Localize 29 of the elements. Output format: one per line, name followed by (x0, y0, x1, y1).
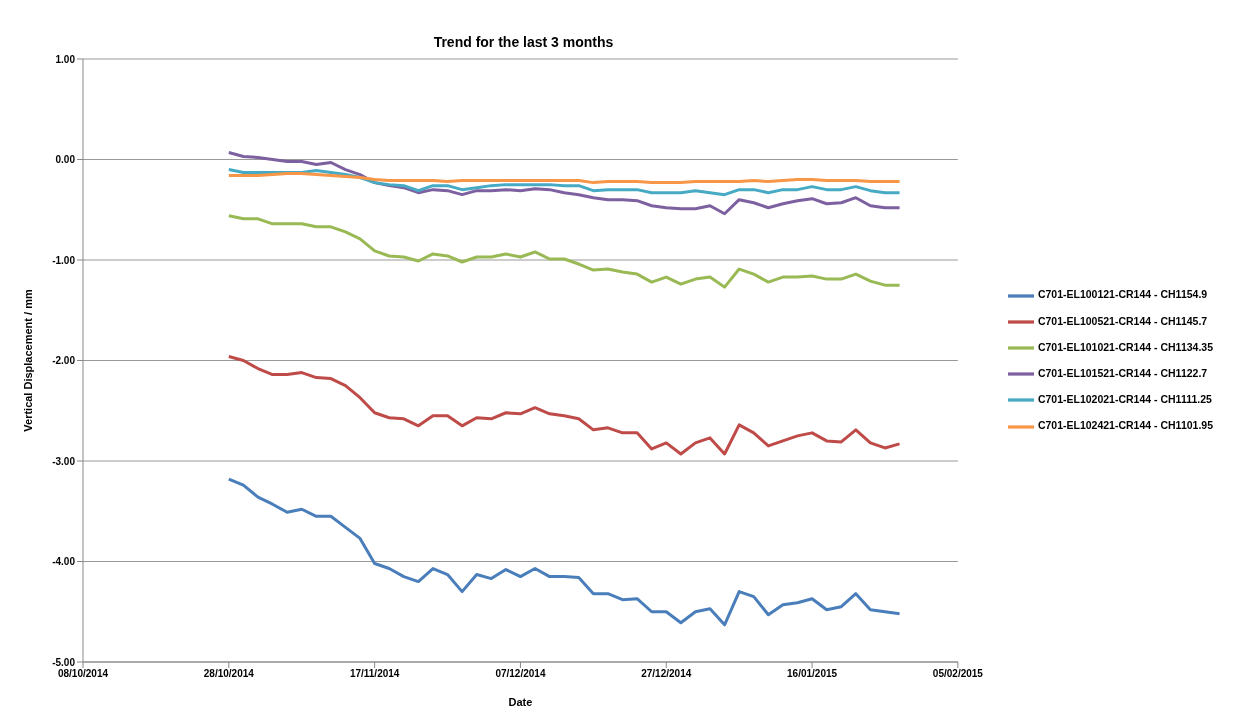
line-series (227, 168, 902, 197)
x-axis-title: Date (508, 696, 533, 708)
y-tick-label: -2.00 (52, 355, 76, 367)
y-tick-label: -3.00 (52, 455, 76, 467)
line-series (227, 354, 902, 456)
legend-label: C701-EL102421-CR144 - CH1101.95 (1037, 419, 1213, 432)
y-tick-label: -4.00 (52, 556, 76, 568)
x-tick-label: 27/12/2014 (641, 668, 692, 680)
line-series (227, 214, 902, 289)
legend-label: C701-EL102021-CR144 - CH1111.25 (1037, 393, 1212, 406)
chart-title: Trend for the last 3 months (432, 34, 615, 50)
legend-label: C701-EL100521-CR144 - CH1145.7 (1037, 314, 1208, 327)
x-tick-label: 05/02/2015 (932, 668, 984, 680)
y-axis-title: Vertical Displacement / mm (21, 289, 34, 432)
y-tick-label: -5.00 (52, 656, 76, 668)
y-tick-label: -1.00 (52, 254, 76, 266)
legend-label: C701-EL100121-CR144 - CH1154.9 (1037, 288, 1208, 301)
legend-label: C701-EL101521-CR144 - CH1122.7 (1037, 367, 1208, 379)
legend-label: C701-EL101021-CR144 - CH1134.35 (1037, 340, 1213, 353)
y-tick-label: 0.00 (55, 154, 76, 166)
line-series (227, 150, 902, 216)
x-tick-label: 17/11/2014 (349, 668, 400, 680)
line-series (227, 477, 902, 627)
x-tick-label: 28/10/2014 (203, 668, 255, 680)
y-tick-label: 1.00 (55, 53, 76, 65)
x-tick-label: 08/10/2014 (57, 668, 109, 680)
line-series (227, 172, 902, 185)
x-tick-label: 07/12/2014 (495, 668, 546, 680)
x-tick-label: 16/01/2015 (787, 668, 838, 680)
